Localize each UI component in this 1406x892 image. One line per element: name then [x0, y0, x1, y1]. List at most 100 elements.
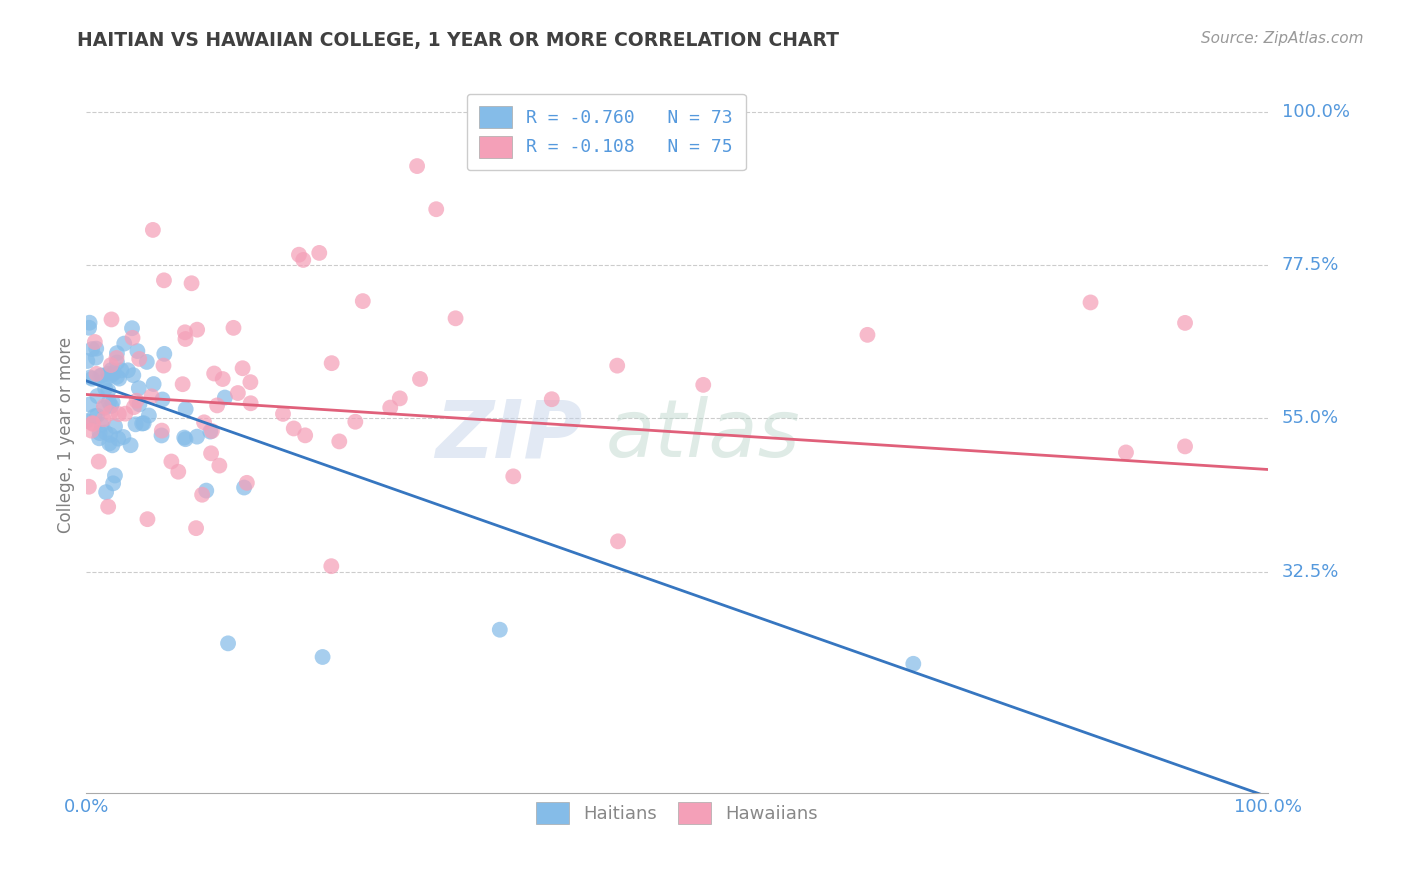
Point	[117, 363, 139, 377]
Point	[84, 351, 107, 365]
Point	[97, 384, 120, 398]
Point	[107, 407, 129, 421]
Point	[328, 434, 350, 449]
Point	[89, 426, 111, 441]
Point	[100, 368, 122, 382]
Point	[606, 359, 628, 373]
Point	[150, 424, 173, 438]
Point	[167, 465, 190, 479]
Point	[136, 512, 159, 526]
Point	[79, 370, 101, 384]
Point	[226, 386, 249, 401]
Point	[174, 332, 197, 346]
Point	[121, 321, 143, 335]
Point	[217, 636, 239, 650]
Point	[406, 159, 429, 173]
Point	[89, 368, 111, 383]
Point	[94, 485, 117, 500]
Point	[1080, 295, 1102, 310]
Point	[1174, 316, 1197, 330]
Point	[107, 432, 129, 446]
Point	[174, 326, 197, 340]
Point	[180, 277, 202, 291]
Point	[125, 393, 148, 408]
Point	[105, 346, 128, 360]
Point	[153, 347, 176, 361]
Point	[150, 428, 173, 442]
Point	[105, 355, 128, 369]
Point	[94, 425, 117, 440]
Point	[321, 559, 343, 574]
Point	[94, 374, 117, 388]
Point	[120, 438, 142, 452]
Point	[76, 354, 98, 368]
Point	[214, 391, 236, 405]
Text: 55.0%: 55.0%	[1282, 409, 1339, 427]
Point	[856, 327, 879, 342]
Point	[87, 454, 110, 468]
Point	[200, 425, 222, 439]
Point	[152, 359, 174, 373]
Point	[82, 416, 104, 430]
Point	[142, 377, 165, 392]
Point	[90, 417, 112, 432]
Point	[77, 480, 100, 494]
Point	[292, 252, 315, 267]
Point	[82, 342, 104, 356]
Point	[271, 407, 294, 421]
Point	[94, 381, 117, 395]
Point	[236, 475, 259, 490]
Point	[288, 248, 311, 262]
Point	[114, 407, 136, 421]
Point	[205, 398, 228, 412]
Point	[128, 351, 150, 366]
Point	[86, 409, 108, 423]
Point	[100, 312, 122, 326]
Point	[84, 342, 107, 356]
Point	[124, 417, 146, 432]
Point	[607, 534, 630, 549]
Point	[153, 273, 176, 287]
Point	[160, 454, 183, 468]
Point	[90, 368, 112, 383]
Point	[112, 336, 135, 351]
Point	[692, 377, 714, 392]
Point	[502, 469, 524, 483]
Point	[98, 436, 121, 450]
Point	[128, 381, 150, 395]
Point	[100, 363, 122, 377]
Point	[83, 334, 105, 349]
Point	[344, 415, 367, 429]
Point	[174, 402, 197, 417]
Point	[232, 361, 254, 376]
Point	[100, 399, 122, 413]
Point	[308, 246, 330, 260]
Point	[425, 202, 447, 217]
Point	[1115, 445, 1137, 459]
Point	[174, 432, 197, 446]
Point	[79, 398, 101, 412]
Point	[211, 372, 233, 386]
Point	[233, 481, 256, 495]
Point	[79, 316, 101, 330]
Point	[193, 415, 215, 429]
Point	[93, 412, 115, 426]
Point	[75, 414, 97, 428]
Point	[80, 424, 103, 438]
Point	[89, 431, 111, 445]
Point	[82, 372, 104, 386]
Point	[142, 223, 165, 237]
Point	[128, 397, 150, 411]
Point	[98, 395, 121, 409]
Point	[103, 366, 125, 380]
Point	[186, 323, 208, 337]
Point	[93, 401, 115, 415]
Point	[121, 331, 143, 345]
Point	[101, 438, 124, 452]
Point	[101, 476, 124, 491]
Point	[112, 430, 135, 444]
Point	[173, 431, 195, 445]
Point	[138, 409, 160, 423]
Point	[110, 363, 132, 377]
Point	[100, 358, 122, 372]
